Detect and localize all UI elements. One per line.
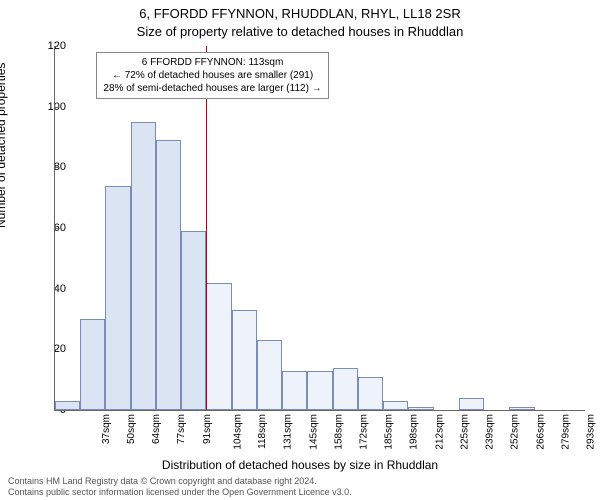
- footer-line2: Contains public sector information licen…: [8, 487, 352, 498]
- footer-attribution: Contains HM Land Registry data © Crown c…: [8, 476, 352, 498]
- histogram-bar: [156, 140, 181, 410]
- x-axis-label: Distribution of detached houses by size …: [0, 458, 600, 472]
- x-tick-label: 145sqm: [308, 414, 319, 450]
- chart-container: 6, FFORDD FFYNNON, RHUDDLAN, RHYL, LL18 …: [0, 0, 600, 500]
- histogram-bar: [257, 340, 282, 410]
- x-tick-label: 91sqm: [202, 414, 213, 444]
- annotation-line1: 6 FFORDD FFYNNON: 113sqm: [103, 56, 321, 69]
- plot-area: 6 FFORDD FFYNNON: 113sqm ← 72% of detach…: [54, 46, 585, 411]
- x-tick-label: 118sqm: [257, 414, 268, 449]
- x-tick-label: 104sqm: [232, 414, 243, 450]
- histogram-bar: [333, 368, 358, 410]
- x-tick-label: 198sqm: [409, 414, 420, 450]
- annotation-line2: ← 72% of detached houses are smaller (29…: [103, 69, 321, 82]
- histogram-bar: [307, 371, 332, 410]
- x-tick-label: 279sqm: [560, 414, 571, 450]
- x-tick-label: 252sqm: [510, 414, 521, 450]
- annotation-line3: 28% of semi-detached houses are larger (…: [103, 82, 321, 95]
- histogram-bar: [282, 371, 307, 410]
- histogram-bar: [206, 283, 231, 410]
- histogram-bar: [358, 377, 383, 410]
- y-axis-label: Number of detached properties: [0, 63, 8, 228]
- x-tick-label: 64sqm: [151, 414, 162, 444]
- histogram-bar: [55, 401, 80, 410]
- histogram-bar: [131, 122, 156, 410]
- x-tick-label: 131sqm: [283, 414, 294, 450]
- histogram-bar: [459, 398, 484, 410]
- x-tick-label: 225sqm: [460, 414, 471, 450]
- histogram-bar: [232, 310, 257, 410]
- x-tick-label: 293sqm: [586, 414, 597, 450]
- footer-line1: Contains HM Land Registry data © Crown c…: [8, 476, 352, 487]
- histogram-bar: [383, 401, 408, 410]
- x-tick-label: 239sqm: [485, 414, 496, 450]
- title-address: 6, FFORDD FFYNNON, RHUDDLAN, RHYL, LL18 …: [0, 6, 600, 21]
- histogram-bar: [509, 407, 534, 410]
- x-tick-label: 172sqm: [359, 414, 370, 450]
- x-tick-label: 212sqm: [434, 414, 445, 450]
- histogram-bar: [80, 319, 105, 410]
- x-tick-label: 50sqm: [126, 414, 137, 444]
- x-tick-label: 37sqm: [101, 414, 112, 444]
- x-tick-label: 185sqm: [384, 414, 395, 450]
- annotation-box: 6 FFORDD FFYNNON: 113sqm ← 72% of detach…: [96, 52, 328, 99]
- title-subtitle: Size of property relative to detached ho…: [0, 24, 600, 39]
- histogram-bar: [181, 231, 206, 410]
- x-tick-label: 266sqm: [535, 414, 546, 450]
- marker-line: [206, 46, 207, 410]
- histogram-bar: [408, 407, 433, 410]
- histogram-bar: [105, 186, 130, 410]
- x-tick-label: 158sqm: [333, 414, 344, 450]
- x-tick-label: 77sqm: [176, 414, 187, 444]
